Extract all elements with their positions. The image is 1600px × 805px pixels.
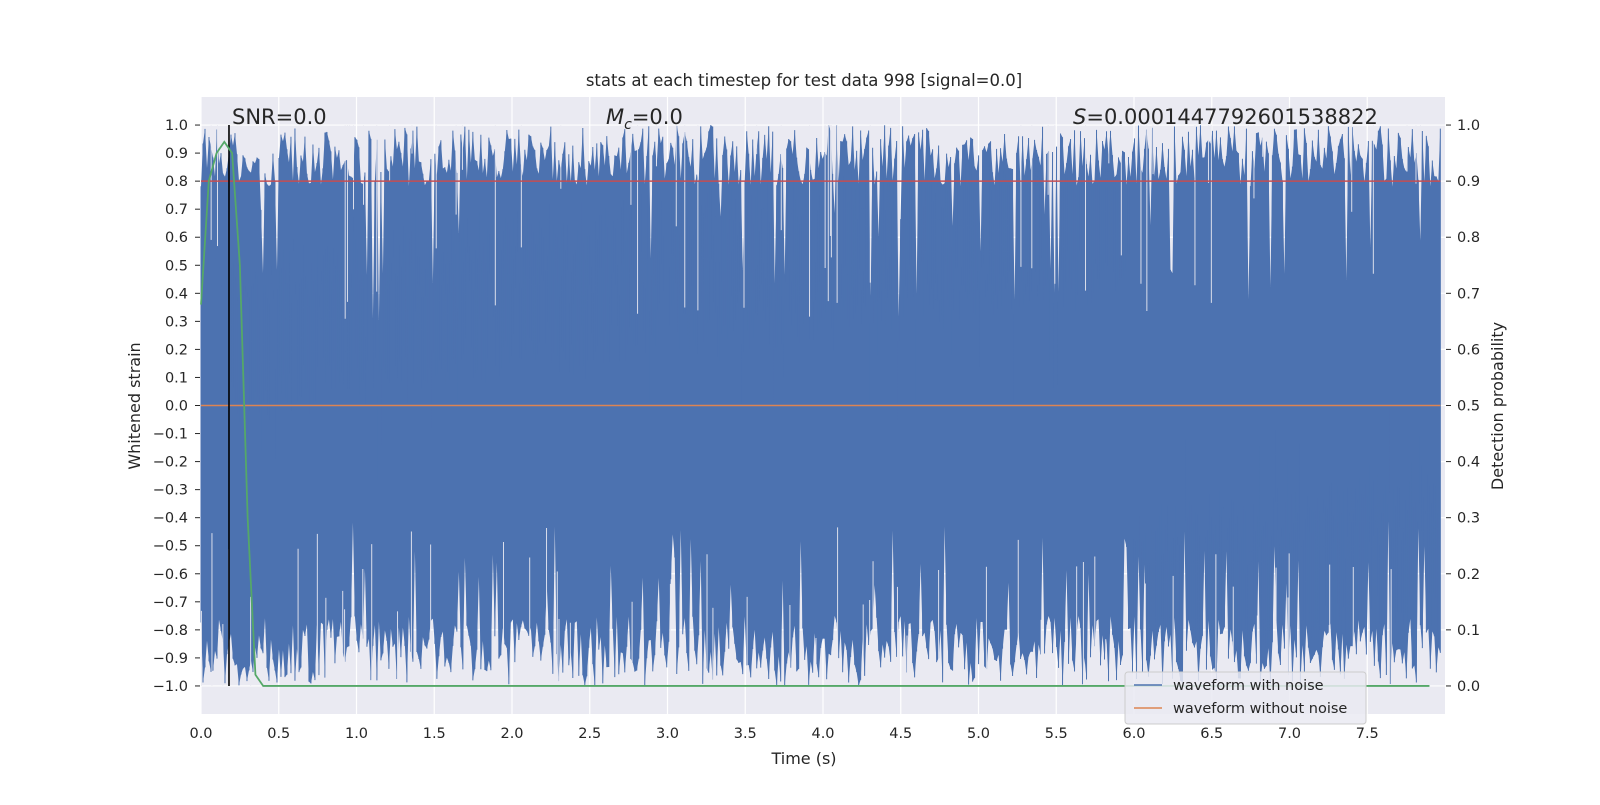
right-y-tick-label: 0.5 bbox=[1457, 399, 1480, 415]
x-tick-label: 3.5 bbox=[734, 726, 757, 742]
legend-label-noise: waveform with noise bbox=[1173, 678, 1324, 694]
left-y-tick-label: 0.5 bbox=[165, 258, 188, 274]
left-y-tick-label: 0.0 bbox=[165, 399, 188, 415]
left-y-tick-label: 0.9 bbox=[165, 146, 188, 162]
left-y-tick-label: −0.9 bbox=[153, 651, 188, 667]
left-y-tick-label: 0.1 bbox=[165, 370, 188, 386]
x-tick-label: 7.5 bbox=[1356, 726, 1379, 742]
left-y-tick-label: −0.4 bbox=[153, 511, 188, 527]
left-y-tick-label: −0.6 bbox=[153, 567, 188, 583]
left-y-tick-label: −0.3 bbox=[153, 483, 188, 499]
x-tick-label: 4.5 bbox=[889, 726, 912, 742]
x-tick-label: 1.5 bbox=[423, 726, 446, 742]
x-tick-label: 0.5 bbox=[267, 726, 290, 742]
x-tick-label: 7.0 bbox=[1278, 726, 1301, 742]
detection-probability-line bbox=[200, 140, 1430, 687]
x-tick-label: 2.0 bbox=[500, 726, 523, 742]
x-tick-label: 2.5 bbox=[578, 726, 601, 742]
x-tick-label: 6.0 bbox=[1122, 726, 1145, 742]
right-y-tick-label: 0.1 bbox=[1457, 623, 1480, 639]
right-y-tick-label: 0.7 bbox=[1457, 286, 1480, 302]
x-tick-label: 6.5 bbox=[1200, 726, 1223, 742]
left-y-tick-label: −0.8 bbox=[153, 623, 188, 639]
x-tick-label: 1.0 bbox=[345, 726, 368, 742]
left-y-axis-ticks: 1.0 0.9 0.8 0.7 0.6 0.5 0.4 0.3 0.2 0.1 0.0 −0.1 −0.… bbox=[153, 118, 200, 695]
left-y-tick-label: 0.6 bbox=[165, 230, 188, 246]
noise-line bbox=[200, 125, 1441, 686]
left-y-tick-label: 0.3 bbox=[165, 314, 188, 330]
legend-label-clean: waveform without noise bbox=[1173, 701, 1347, 717]
left-y-tick-label: −1.0 bbox=[153, 679, 188, 695]
right-y-tick-label: 1.0 bbox=[1457, 118, 1480, 134]
left-y-tick-label: −0.1 bbox=[153, 427, 188, 443]
right-y-tick-label: 0.8 bbox=[1457, 230, 1480, 246]
left-y-tick-label: 0.7 bbox=[165, 202, 188, 218]
right-y-tick-label: 0.2 bbox=[1457, 567, 1480, 583]
x-tick-label: 3.0 bbox=[656, 726, 679, 742]
legend-box bbox=[1124, 671, 1367, 725]
right-y-tick-label: 0.9 bbox=[1457, 174, 1480, 190]
right-y-tick-label: 0.6 bbox=[1457, 342, 1480, 358]
right-y-tick-label: 0.3 bbox=[1457, 511, 1480, 527]
right-y-tick-label: 0.4 bbox=[1457, 455, 1480, 471]
chirp-mass-symbol: M bbox=[606, 105, 624, 129]
x-tick-label: 5.5 bbox=[1045, 726, 1068, 742]
x-tick-label: 4.0 bbox=[811, 726, 834, 742]
chirp-mass-annotation: Mc=0.0 bbox=[606, 105, 683, 133]
chart-title: stats at each timestep for test data 998… bbox=[586, 71, 1022, 90]
s-value: =0.0001447792601538822 bbox=[1086, 105, 1378, 129]
left-y-tick-label: −0.7 bbox=[153, 595, 188, 611]
left-y-tick-label: 0.4 bbox=[165, 286, 188, 302]
x-tick-label: 5.0 bbox=[967, 726, 990, 742]
right-y-tick-label: 0.0 bbox=[1457, 679, 1480, 695]
left-y-tick-label: 0.8 bbox=[165, 174, 188, 190]
s-annotation: S=0.0001447792601538822 bbox=[1073, 105, 1378, 129]
legend: waveform with noise waveform without noi… bbox=[1124, 671, 1367, 725]
left-y-axis-label: Whitened strain bbox=[125, 342, 144, 469]
snr-annotation: SNR=0.0 bbox=[232, 105, 327, 129]
x-axis-ticks: 0.0 0.5 1.0 1.5 2.0 2.5 3.0 3.5 4.0 4.5 5.0 5.5 6.0 6… bbox=[189, 726, 1378, 742]
left-y-tick-label: 1.0 bbox=[165, 118, 188, 134]
chirp-mass-value: =0.0 bbox=[632, 105, 683, 129]
right-y-axis-ticks: 1.0 0.9 0.8 0.7 0.6 0.5 0.4 0.3 0.2 0.1 0.0 bbox=[1446, 118, 1480, 695]
left-y-tick-label: −0.5 bbox=[153, 539, 188, 555]
chirp-mass-subscript: c bbox=[624, 117, 632, 133]
x-tick-label: 0.0 bbox=[189, 726, 212, 742]
right-y-axis-label: Detection probability bbox=[1488, 322, 1507, 490]
s-symbol: S bbox=[1073, 105, 1086, 129]
left-y-tick-label: 0.2 bbox=[165, 342, 188, 358]
x-axis-label: Time (s) bbox=[770, 749, 836, 768]
left-y-tick-label: −0.2 bbox=[153, 455, 188, 471]
